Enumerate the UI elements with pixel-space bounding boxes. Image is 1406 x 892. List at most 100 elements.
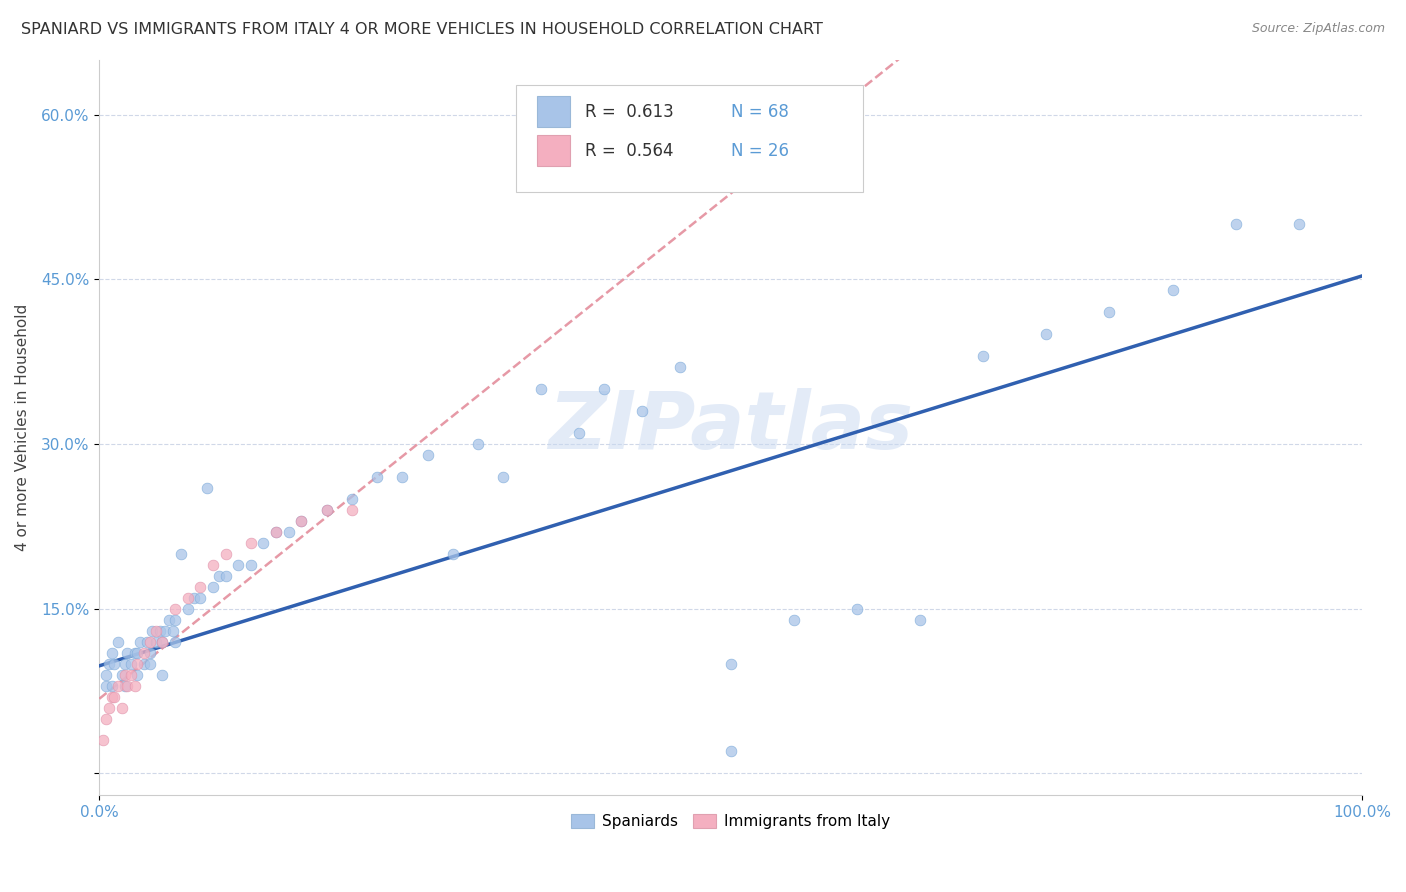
- Point: [124, 646, 146, 660]
- Point: [157, 613, 180, 627]
- Point: [132, 657, 155, 671]
- Point: [111, 667, 134, 681]
- Point: [290, 514, 312, 528]
- Point: [165, 634, 187, 648]
- Bar: [537, 96, 571, 128]
- Point: [94, 667, 117, 681]
- Point: [114, 667, 136, 681]
- Point: [101, 646, 124, 660]
- Point: [720, 657, 742, 671]
- Point: [94, 712, 117, 726]
- Text: SPANIARD VS IMMIGRANTS FROM ITALY 4 OR MORE VEHICLES IN HOUSEHOLD CORRELATION CH: SPANIARD VS IMMIGRANTS FROM ITALY 4 OR M…: [21, 22, 823, 37]
- Point: [120, 657, 142, 671]
- Point: [127, 646, 149, 660]
- Point: [264, 524, 287, 539]
- Point: [972, 349, 994, 363]
- Point: [101, 679, 124, 693]
- Point: [91, 733, 114, 747]
- Point: [139, 657, 162, 671]
- Point: [239, 558, 262, 572]
- Point: [568, 425, 591, 440]
- Point: [107, 679, 129, 693]
- Point: [201, 580, 224, 594]
- Point: [103, 657, 125, 671]
- Text: N = 68: N = 68: [731, 103, 789, 120]
- Point: [128, 634, 150, 648]
- Point: [107, 634, 129, 648]
- Text: R =  0.564: R = 0.564: [585, 142, 673, 160]
- Point: [226, 558, 249, 572]
- Point: [188, 591, 211, 605]
- Point: [1225, 217, 1247, 231]
- Point: [441, 547, 464, 561]
- Point: [177, 591, 200, 605]
- Point: [366, 470, 388, 484]
- Point: [277, 524, 299, 539]
- Point: [141, 624, 163, 638]
- Point: [177, 601, 200, 615]
- Point: [162, 624, 184, 638]
- Point: [593, 382, 616, 396]
- Text: N = 26: N = 26: [731, 142, 789, 160]
- Point: [153, 624, 176, 638]
- Text: Source: ZipAtlas.com: Source: ZipAtlas.com: [1251, 22, 1385, 36]
- Point: [165, 601, 187, 615]
- Point: [145, 634, 167, 648]
- Bar: [537, 136, 571, 166]
- Point: [152, 634, 174, 648]
- Point: [845, 601, 868, 615]
- Point: [208, 568, 231, 582]
- Point: [98, 657, 121, 671]
- Point: [136, 634, 159, 648]
- Point: [115, 679, 138, 693]
- Point: [183, 591, 205, 605]
- Point: [139, 634, 162, 648]
- Point: [114, 657, 136, 671]
- Point: [315, 503, 337, 517]
- Point: [239, 536, 262, 550]
- Y-axis label: 4 or more Vehicles in Household: 4 or more Vehicles in Household: [15, 304, 30, 551]
- Point: [530, 382, 553, 396]
- Point: [114, 679, 136, 693]
- Point: [127, 657, 149, 671]
- Point: [214, 547, 236, 561]
- Point: [391, 470, 413, 484]
- Point: [170, 547, 193, 561]
- Point: [120, 667, 142, 681]
- FancyBboxPatch shape: [516, 86, 863, 192]
- Point: [783, 613, 806, 627]
- Point: [152, 667, 174, 681]
- Point: [908, 613, 931, 627]
- Point: [124, 679, 146, 693]
- Point: [214, 568, 236, 582]
- Point: [631, 404, 654, 418]
- Text: R =  0.613: R = 0.613: [585, 103, 675, 120]
- Point: [139, 646, 162, 660]
- Point: [188, 580, 211, 594]
- Point: [467, 437, 489, 451]
- Point: [98, 700, 121, 714]
- Point: [127, 667, 149, 681]
- Point: [103, 690, 125, 704]
- Legend: Spaniards, Immigrants from Italy: Spaniards, Immigrants from Italy: [565, 808, 896, 836]
- Point: [720, 744, 742, 758]
- Point: [1161, 283, 1184, 297]
- Point: [111, 700, 134, 714]
- Point: [340, 491, 363, 506]
- Point: [1098, 305, 1121, 319]
- Point: [165, 613, 187, 627]
- Point: [416, 448, 439, 462]
- Point: [1288, 217, 1310, 231]
- Point: [252, 536, 274, 550]
- Point: [492, 470, 515, 484]
- Point: [264, 524, 287, 539]
- Point: [101, 690, 124, 704]
- Text: ZIPatlas: ZIPatlas: [548, 389, 912, 467]
- Point: [201, 558, 224, 572]
- Point: [669, 360, 692, 375]
- Point: [149, 624, 172, 638]
- Point: [115, 646, 138, 660]
- Point: [132, 646, 155, 660]
- Point: [94, 679, 117, 693]
- Point: [152, 634, 174, 648]
